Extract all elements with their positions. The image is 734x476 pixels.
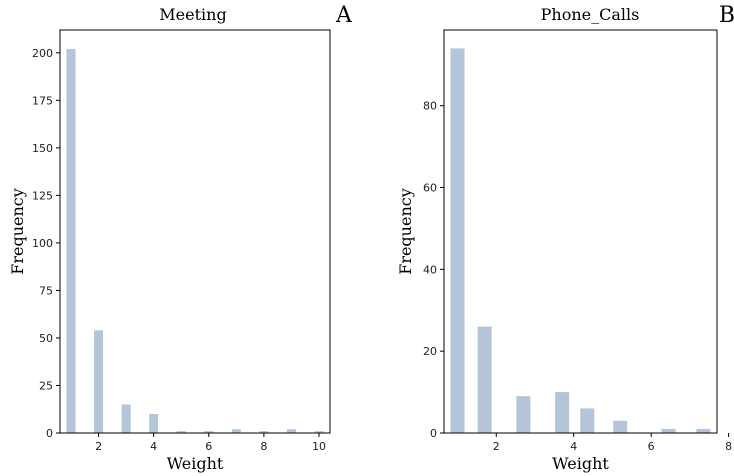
meeting-y-tick-label: 125 <box>32 189 53 202</box>
phone-calls-histogram-panel: 0 20 40 60 80 2 4 6 8 Phone_Calls B Weight Frequency <box>396 3 734 473</box>
phone-calls-bar-5 <box>580 408 595 433</box>
meeting-y-tick-label: 100 <box>32 237 53 250</box>
meeting-plot-frame <box>59 29 331 434</box>
phone-calls-x-tick-label: 6 <box>648 440 655 453</box>
meeting-y-tick-label: 25 <box>39 379 53 392</box>
meeting-x-axis-label: Weight <box>167 454 224 473</box>
meeting-y-axis-label: Frequency <box>8 188 27 275</box>
meeting-y-tick-label: 150 <box>32 142 53 155</box>
meeting-bar-6 <box>204 431 214 433</box>
meeting-bar-7 <box>231 429 241 433</box>
phone-calls-y-axis-label: Frequency <box>396 188 415 275</box>
phone-calls-x-tick-label: 2 <box>493 440 500 453</box>
meeting-y-tick-label: 0 <box>46 427 53 440</box>
phone-calls-y-tick-label: 40 <box>423 263 437 276</box>
meeting-x-tick-label: 2 <box>95 440 102 453</box>
phone-calls-bar-1 <box>450 48 465 433</box>
phone-calls-x-axis-label: Weight <box>552 454 609 473</box>
phone-calls-bar-3 <box>516 396 531 433</box>
phone-calls-panel-label: B <box>719 3 734 28</box>
phone-calls-bar-7 <box>661 428 676 433</box>
meeting-bar-9 <box>286 429 296 433</box>
meeting-histogram-panel: 0 25 50 75 100 125 150 175 200 2 4 6 8 10 Meeting A Weig… <box>8 3 353 473</box>
meeting-bar-10 <box>314 431 324 433</box>
meeting-bar-2 <box>94 330 104 433</box>
meeting-x-tick-label: 4 <box>150 440 157 453</box>
phone-calls-y-tick-label: 80 <box>423 100 437 113</box>
meeting-bar-3 <box>121 404 131 433</box>
phone-calls-x-tick-label: 4 <box>570 440 577 453</box>
phone-calls-bar-2 <box>477 326 492 433</box>
meeting-y-tick-label: 200 <box>32 47 53 60</box>
phone-calls-y-tick-label: 60 <box>423 182 437 195</box>
meeting-panel-label: A <box>335 3 353 28</box>
meeting-x-tick-label: 8 <box>260 440 267 453</box>
phone-calls-bar-6 <box>613 420 628 433</box>
phone-calls-plot-frame <box>443 29 718 434</box>
meeting-bar-5 <box>176 431 186 433</box>
phone-calls-y-tick-label: 20 <box>423 345 437 358</box>
meeting-bar-8 <box>259 431 269 433</box>
meeting-y-tick-label: 75 <box>39 284 53 297</box>
meeting-bar-1 <box>66 49 76 433</box>
meeting-y-tick-label: 175 <box>32 94 53 107</box>
meeting-x-tick-label: 10 <box>312 440 326 453</box>
phone-calls-y-tick-label: 0 <box>430 427 437 440</box>
phone-calls-bar-4 <box>555 392 570 433</box>
phone-calls-bar-8 <box>696 428 711 433</box>
meeting-y-tick-label: 50 <box>39 332 53 345</box>
meeting-bar-4 <box>149 413 159 433</box>
phone-calls-x-tick-label: 8 <box>725 440 732 453</box>
meeting-x-tick-label: 6 <box>205 440 212 453</box>
meeting-chart-title: Meeting <box>159 5 226 24</box>
phone-calls-chart-title: Phone_Calls <box>541 5 640 24</box>
